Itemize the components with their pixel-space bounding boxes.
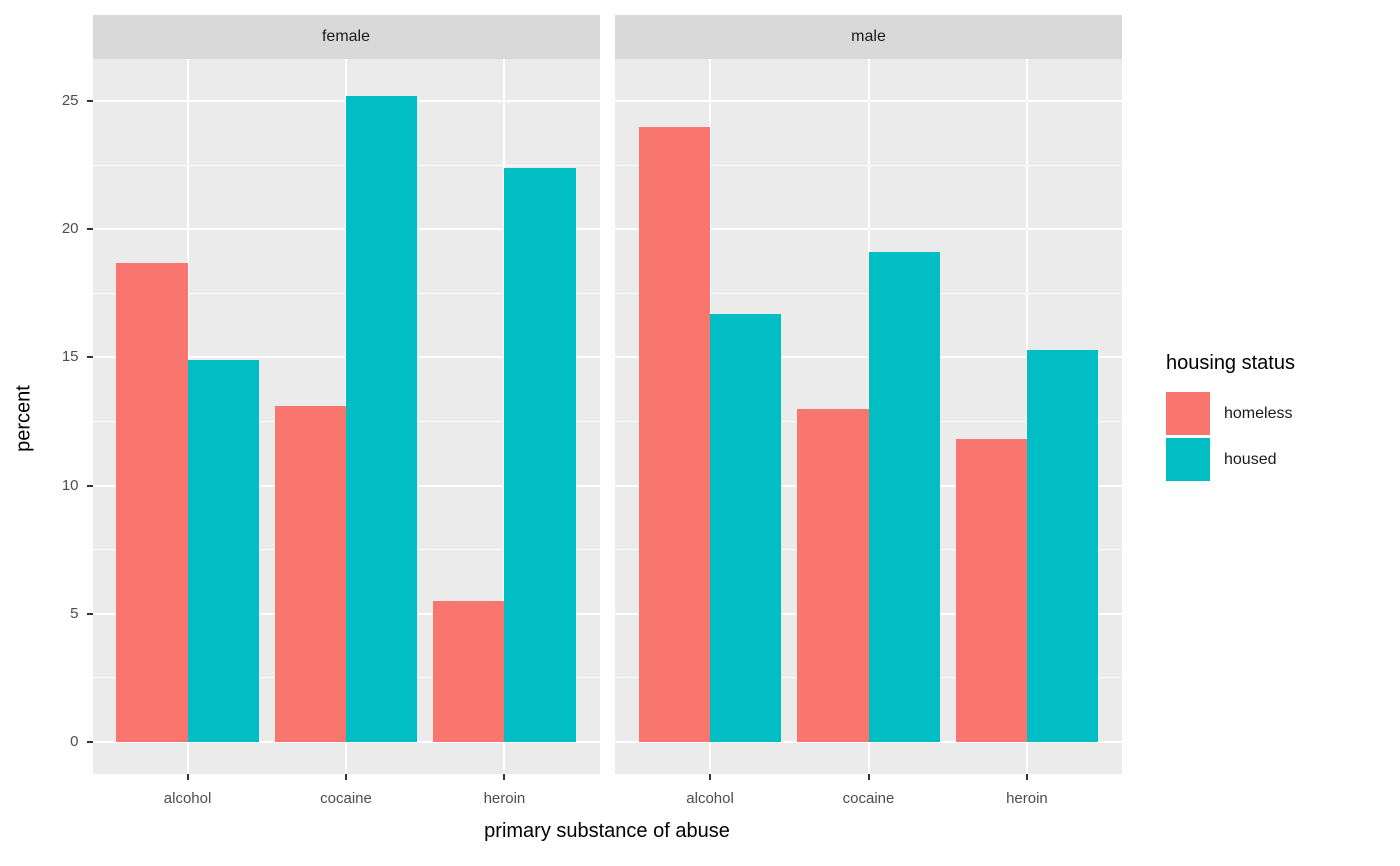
bar-female-alcohol-housed [187, 359, 259, 742]
x-tick [186, 774, 189, 780]
x-tick [867, 774, 870, 780]
x-tick-label: heroin [483, 790, 526, 807]
legend-title: housing status [1166, 352, 1295, 374]
panel-male [615, 59, 1122, 774]
bar-female-cocaine-homeless [274, 406, 346, 742]
x-tick-label: heroin [1006, 790, 1048, 807]
y-tick [86, 484, 93, 487]
y-tick [86, 100, 93, 102]
x-tick [503, 774, 506, 780]
x-tick-label: cocaine [842, 790, 895, 807]
y-tick-label: 25 [61, 92, 79, 109]
x-tick-label: cocaine [320, 790, 372, 807]
bar-male-heroin-housed [1026, 349, 1099, 742]
bar-female-heroin-homeless [433, 600, 505, 742]
y-tick-label: 5 [70, 604, 79, 622]
bar-female-cocaine-housed [346, 95, 418, 742]
legend-items: homeless housed [1166, 392, 1386, 481]
x-tick [709, 774, 712, 780]
y-tick [86, 741, 93, 743]
x-tick-label: alcohol [163, 790, 212, 807]
y-tick-label: 15 [61, 348, 79, 366]
legend: housing status homeless housed [1166, 352, 1386, 484]
x-tick [1025, 774, 1028, 780]
legend-swatch-homeless [1166, 392, 1210, 435]
bar-male-cocaine-homeless [797, 408, 869, 742]
x-tick-label: alcohol [686, 790, 734, 807]
y-tick [86, 228, 93, 231]
y-tick-label: 10 [61, 476, 79, 494]
facet-strip-female: female [92, 15, 600, 59]
legend-swatch-housed [1166, 438, 1210, 481]
x-tick [345, 774, 347, 780]
bar-female-alcohol-homeless [116, 262, 188, 742]
x-axis-title: primary substance of abuse [484, 820, 730, 842]
bar-male-alcohol-homeless [638, 126, 711, 742]
facet-strip-label: female [321, 28, 371, 45]
facet-strip-male: male [615, 15, 1122, 59]
panel-female [92, 59, 600, 774]
legend-entry-homeless: homeless [1166, 392, 1386, 435]
legend-label: homeless [1224, 404, 1293, 422]
bar-male-cocaine-housed [868, 252, 940, 742]
y-tick-label: 20 [61, 220, 79, 238]
y-tick [86, 612, 93, 615]
bar-male-heroin-homeless [955, 439, 1027, 742]
y-axis-title: percent [12, 385, 35, 452]
legend-label: housed [1224, 450, 1277, 468]
bar-female-heroin-housed [504, 167, 576, 742]
facet-strip-label: male [851, 28, 886, 45]
bar-male-alcohol-housed [710, 313, 782, 742]
y-tick [86, 356, 93, 359]
y-tick-label: 0 [70, 733, 79, 750]
legend-entry-housed: housed [1166, 438, 1386, 481]
